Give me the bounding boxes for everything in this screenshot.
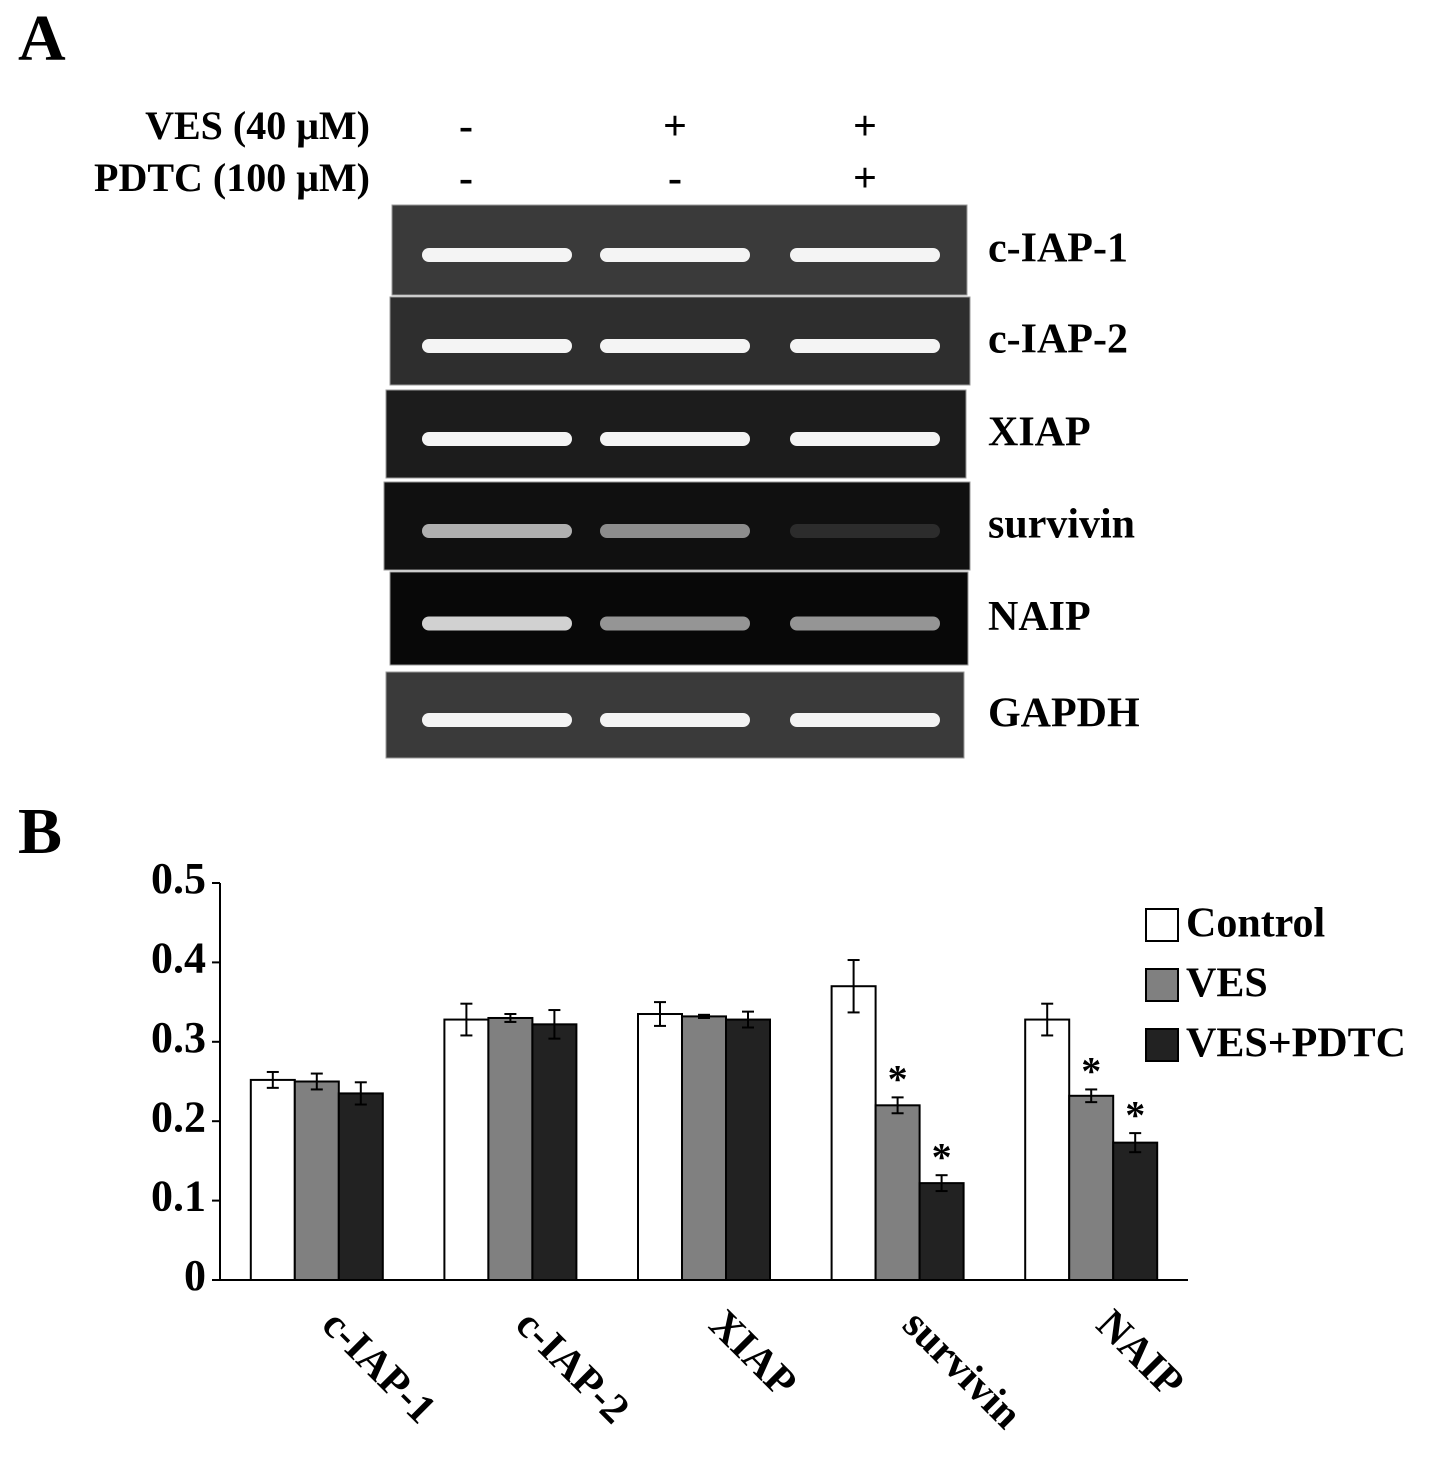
treatment-sign: -	[459, 156, 473, 202]
gel-band	[422, 248, 572, 262]
treatment-sign: -	[459, 104, 473, 150]
error-bar	[891, 1096, 904, 1115]
gel-band	[790, 616, 940, 631]
bar	[681, 1015, 727, 1282]
gel-band	[790, 248, 940, 262]
panel-label: B	[18, 795, 62, 868]
error-bar	[742, 1010, 754, 1029]
bar	[918, 1182, 965, 1281]
x-tick-label: XIAP	[700, 1301, 805, 1406]
y-tick-label: 0.3	[151, 1013, 206, 1062]
error-bar	[1129, 1132, 1142, 1154]
bar	[337, 1092, 384, 1282]
gel-label: survivin	[988, 502, 1135, 548]
y-tick-label: 0.2	[151, 1092, 206, 1141]
gel-band	[422, 713, 572, 727]
gel-label: XIAP	[988, 410, 1091, 456]
bar	[531, 1023, 578, 1282]
gel-band	[422, 339, 572, 353]
bar	[1112, 1141, 1159, 1281]
treatment-label: VES (40 μM)	[145, 103, 370, 148]
bar	[1068, 1094, 1115, 1281]
gel-band	[790, 432, 940, 446]
legend-swatch	[1145, 968, 1179, 1002]
legend-label: VES+PDTC	[1186, 1021, 1406, 1067]
bar	[874, 1104, 921, 1281]
gel-label: NAIP	[988, 594, 1091, 640]
x-tick-label: c-IAP-1	[313, 1301, 444, 1432]
bar	[443, 1018, 490, 1281]
significance-mark: *	[1125, 1092, 1145, 1137]
treatment-sign: +	[853, 104, 877, 150]
error-bar	[654, 1001, 666, 1027]
error-bar	[310, 1072, 323, 1091]
error-bar	[698, 1013, 710, 1019]
treatment-sign: -	[668, 156, 682, 202]
bar	[249, 1078, 296, 1281]
gel-band	[790, 339, 940, 353]
error-bar	[266, 1070, 279, 1089]
y-tick-label: 0.5	[151, 854, 206, 903]
legend-label: VES	[1186, 961, 1268, 1007]
legend-swatch	[1145, 1028, 1179, 1062]
error-bar	[1085, 1088, 1098, 1104]
bar	[830, 985, 877, 1281]
gel-label: c-IAP-2	[988, 317, 1128, 363]
bar	[725, 1018, 771, 1281]
x-tick-label: c-IAP-2	[507, 1301, 638, 1432]
gel-band	[600, 339, 750, 353]
y-tick-label: 0.1	[151, 1172, 206, 1221]
gel-band	[600, 248, 750, 262]
legend-swatch	[1145, 908, 1179, 942]
gel-band	[422, 524, 572, 538]
treatment-sign: +	[663, 104, 687, 150]
error-bar	[847, 959, 860, 1014]
significance-mark: *	[888, 1057, 908, 1102]
error-bar	[354, 1081, 367, 1106]
bar	[1024, 1018, 1071, 1281]
bar	[637, 1013, 683, 1281]
treatment-sign: +	[853, 156, 877, 202]
gel-band	[422, 432, 572, 446]
panel-label: A	[18, 2, 66, 75]
error-bar	[504, 1013, 517, 1023]
error-bar	[548, 1009, 561, 1040]
error-bar	[1041, 1002, 1054, 1037]
gel-band	[600, 713, 750, 727]
significance-mark: *	[1081, 1049, 1101, 1094]
significance-mark: *	[932, 1134, 952, 1179]
gel-band	[600, 616, 750, 631]
treatment-label: PDTC (100 μM)	[94, 155, 370, 200]
bar	[293, 1080, 340, 1281]
y-tick-label: 0.4	[151, 933, 206, 982]
error-bar	[935, 1174, 948, 1193]
x-tick-label: NAIP	[1087, 1301, 1192, 1406]
gel-band	[600, 432, 750, 446]
x-tick-label: survivin	[894, 1301, 1031, 1438]
bar	[487, 1016, 534, 1281]
gel-band	[422, 616, 572, 631]
gel-label: c-IAP-1	[988, 226, 1128, 272]
gel-band	[790, 524, 940, 538]
error-bar	[460, 1002, 473, 1037]
gel-band	[790, 713, 940, 727]
legend-label: Control	[1186, 901, 1325, 947]
y-tick-label: 0	[184, 1251, 206, 1300]
gel-band	[600, 524, 750, 538]
gel-label: GAPDH	[988, 691, 1140, 737]
